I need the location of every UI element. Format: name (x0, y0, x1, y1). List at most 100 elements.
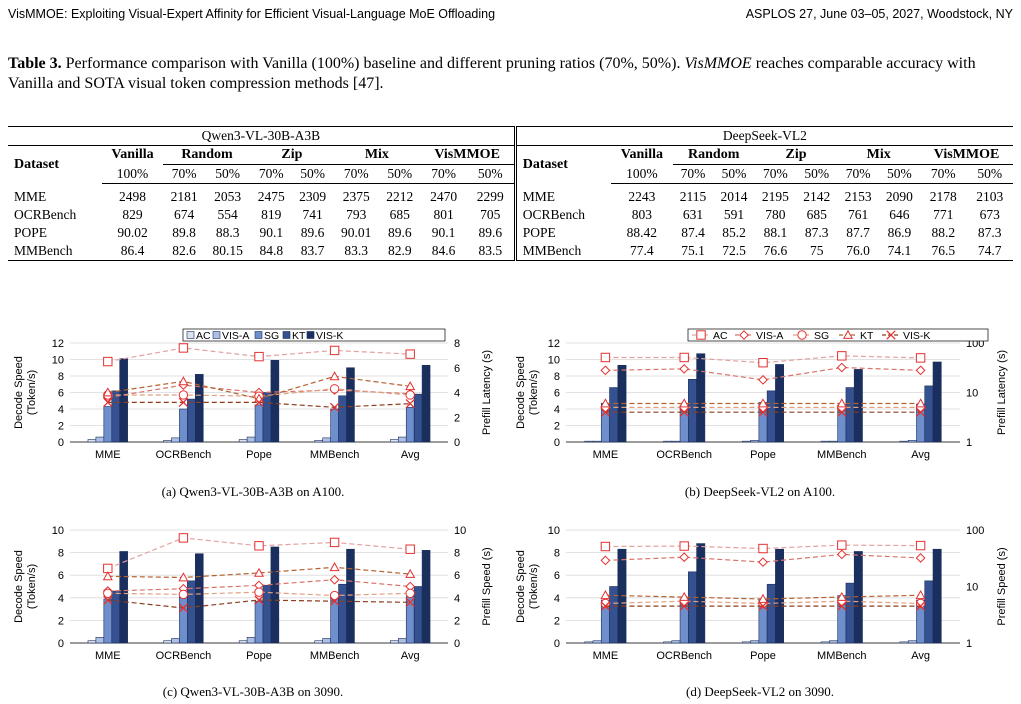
bar-vis-a (907, 440, 917, 443)
value-cell: 83.7 (291, 242, 334, 261)
header-title: VisMMOE: Exploiting Visual-Expert Affini… (8, 7, 496, 21)
figure-label: (b) (684, 484, 701, 499)
value-cell: 591 (723, 207, 745, 222)
marker-diamond (915, 365, 926, 376)
marker-square (329, 345, 340, 356)
marker-cross (758, 407, 768, 417)
marker-square (178, 533, 189, 543)
value-cell: 87.4 (681, 225, 705, 240)
value-cell: 685 (806, 207, 827, 222)
marker-circle (405, 588, 415, 598)
dataset-name: MMBench (8, 242, 102, 261)
bar-kt (262, 392, 272, 443)
line-ac (605, 544, 921, 550)
value-cell: 89.6 (387, 225, 412, 240)
bar-vis-k (119, 358, 128, 443)
value-cell: 2103 (976, 189, 1004, 204)
bar-kt (845, 387, 855, 443)
value-cell: 89.6 (300, 225, 325, 240)
value-cell: 88.2 (931, 225, 956, 240)
value-cell: 2243 (628, 189, 656, 204)
x-tick-label: OCRBench (156, 449, 212, 461)
bar-ac (238, 640, 248, 644)
ratio-cell: 70% (163, 164, 205, 184)
value-cell: 2181 (170, 189, 198, 204)
value-cell: 2142 (803, 189, 831, 204)
figure-a-caption: (a) Qwen3-VL-30B-A3B on A100. (8, 484, 498, 500)
bar-ac (584, 440, 594, 443)
marker-cross (679, 407, 689, 417)
method-header: Vanilla (620, 147, 663, 163)
bar-kt (187, 580, 196, 644)
marker-cross (915, 601, 926, 611)
y-tick-label: 10 (548, 525, 560, 537)
bar-kt (262, 585, 272, 644)
x-tick-label: MMBench (817, 650, 867, 662)
value-cell: 76.5 (920, 242, 967, 261)
table-ratio-row: 100% 70% 50% 70% 50% 70% 50% 70% 50% 100% 70% 50% 70… (8, 164, 1013, 184)
bar-sg (405, 407, 415, 443)
marker-circle (329, 384, 340, 394)
marker-circle (329, 590, 340, 601)
value-cell: 84.8 (250, 242, 292, 261)
legend-box (687, 328, 989, 342)
value-cell: 819 (261, 207, 282, 222)
bar-sg (103, 598, 113, 644)
method-header: Mix (837, 145, 921, 165)
marker-square (178, 343, 189, 353)
y-tick-label: 8 (554, 548, 560, 560)
bar-ac (390, 640, 399, 644)
marker-triangle (600, 590, 611, 600)
value-cell: 2053 (214, 189, 242, 204)
bar-sg (405, 596, 415, 644)
x-tick-label: Pope (750, 449, 776, 461)
marker-cross (758, 601, 768, 611)
value-cell: 83.5 (466, 242, 517, 261)
figure-d: Decode Speed (Token/s) Prefill Speed (s) 0 2… (510, 518, 1015, 662)
value-cell: 89.8 (172, 225, 196, 240)
bar-ac (584, 641, 594, 644)
table-row: MMBench 86.4 82.6 80.15 84.8 83.7 83.3 82.9 84.6… (8, 242, 1013, 261)
value-cell: 2212 (386, 189, 414, 204)
value-cell: 2115 (679, 189, 707, 204)
value-cell: 83.3 (333, 242, 380, 261)
bar-vis-a (397, 638, 407, 644)
bar-kt (413, 586, 423, 644)
right-dataset-header: Dataset (522, 156, 568, 172)
value-cell: 75 (796, 242, 838, 261)
bar-kt (338, 395, 347, 443)
bar-vis-k (932, 548, 942, 644)
spacer-cell (466, 183, 517, 188)
line-vis-a (605, 366, 921, 381)
marker-cross (178, 603, 189, 613)
marker-diamond (600, 365, 611, 376)
ratio-cell: 50% (966, 164, 1013, 184)
y2-tick-label: 6 (454, 570, 460, 582)
legend-swatch (186, 331, 195, 339)
value-cell: 86.9 (887, 225, 912, 240)
marker-square (758, 543, 768, 554)
y-axis-label-unit: (Token/s) (528, 564, 540, 609)
bar-vis-k (346, 548, 355, 644)
chart-d: Decode Speed (Token/s) Prefill Speed (s) 0 2… (515, 525, 1008, 662)
value-cell: 2014 (720, 189, 748, 204)
performance-table: Qwen3-VL-30B-A3B DeepSeek-VL2 Dataset Va… (8, 126, 1013, 261)
table-row: OCRBench 829 674 554 819 741 793 685 801 705 OCRBe… (8, 206, 1013, 224)
marker-circle (254, 587, 264, 597)
marker-diamond (679, 552, 690, 563)
method-header: Random (163, 145, 251, 165)
marker-square (679, 352, 689, 363)
marker-square (329, 537, 340, 548)
marker-diamond (739, 330, 749, 340)
bar-vis-k (195, 553, 204, 644)
chart-c: Decode Speed (Token/s) Prefill Speed (s) 0 2… (13, 525, 493, 662)
bar-vis-k (270, 360, 280, 443)
y-axis-label: Decode Speed (515, 550, 527, 623)
bar-vis-a (246, 436, 256, 443)
y-tick-label: 6 (554, 388, 560, 400)
left-model-name: Qwen3-VL-30B-A3B (8, 126, 517, 146)
value-cell: 829 (122, 207, 143, 222)
marker-triangle (178, 376, 189, 386)
marker-cross (600, 601, 611, 611)
y-tick-label: 10 (52, 355, 64, 367)
